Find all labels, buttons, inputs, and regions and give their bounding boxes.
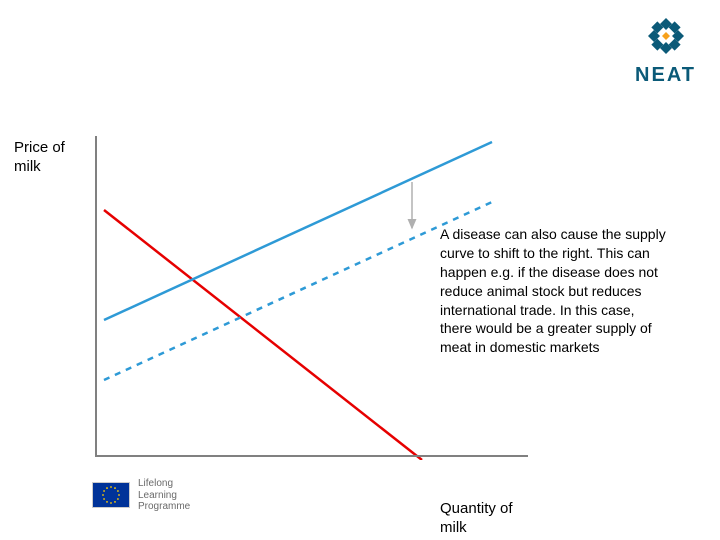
curve-supply_shifted [104,202,492,380]
annotation-text: A disease can also cause the supply curv… [440,225,670,357]
neat-logo-text: NEAT [635,64,696,87]
eu-programme-text: Lifelong Learning Programme [138,478,190,513]
y-axis-label: Price ofmilk [14,139,65,177]
x-axis-label: Quantity ofmilk [440,500,513,538]
neat-logo: NEAT [635,12,696,87]
eu-text-line1: Lifelong [138,478,190,490]
eu-text-line3: Programme [138,501,190,513]
slide: NEAT Price ofmilk Quantity ofmilk A dise… [0,0,720,540]
curve-supply [104,142,492,320]
neat-logo-icon [638,12,694,60]
eu-flag-icon [92,482,130,508]
eu-programme-badge: Lifelong Learning Programme [92,478,190,513]
eu-text-line2: Learning [138,490,190,502]
